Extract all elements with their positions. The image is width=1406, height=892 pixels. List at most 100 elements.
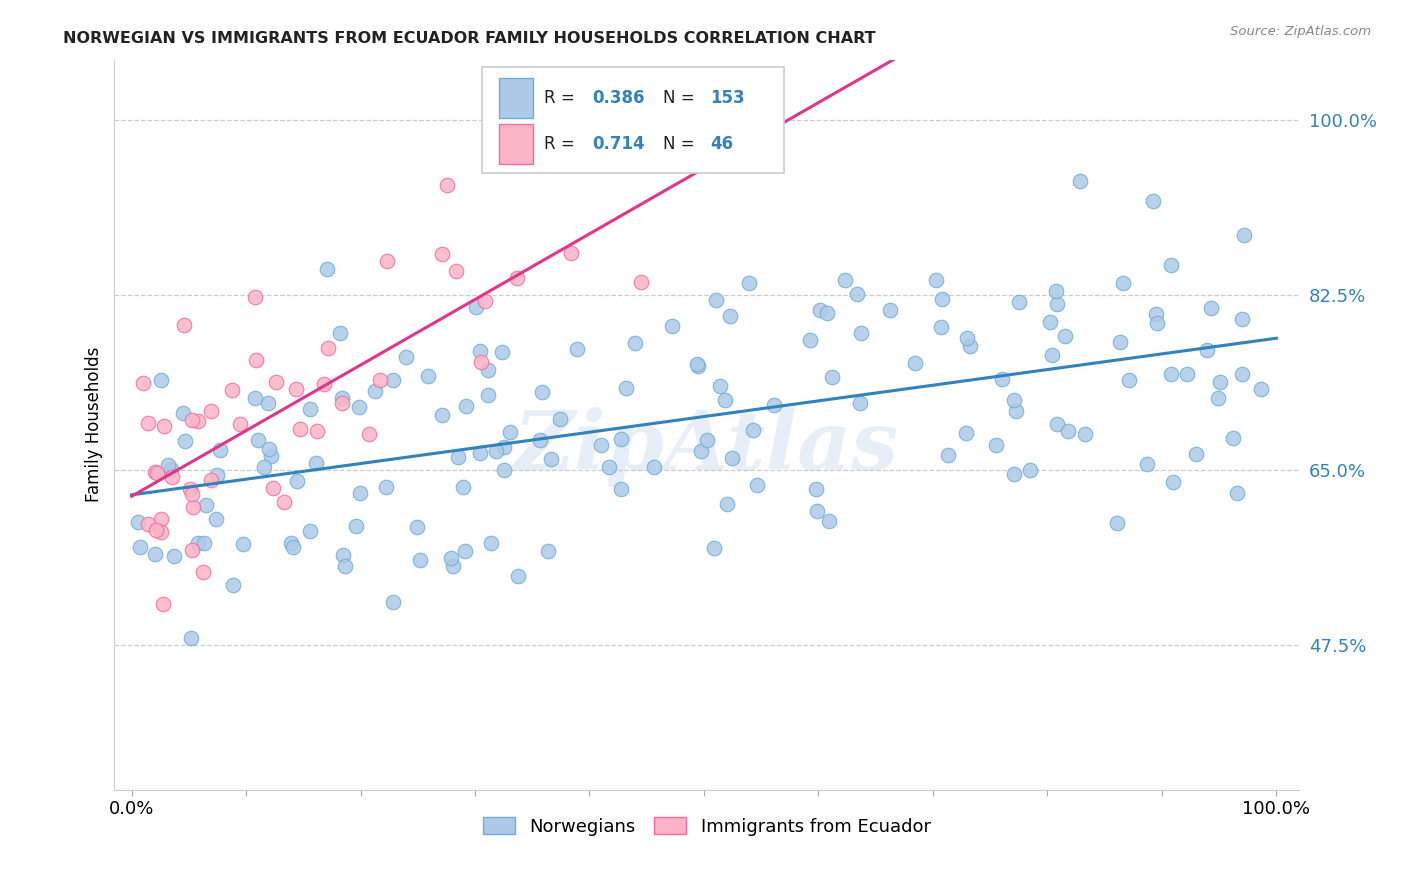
- Point: [375, 254, 398, 268]
- Point: [1040, 348, 1063, 362]
- Point: [266, 376, 288, 390]
- Point: [315, 262, 337, 277]
- Point: [1054, 328, 1077, 343]
- Point: [591, 438, 613, 452]
- Point: [1004, 467, 1026, 482]
- Point: [1118, 374, 1140, 388]
- Point: [721, 450, 744, 465]
- Point: [1175, 367, 1198, 381]
- Point: [1008, 294, 1031, 309]
- Point: [703, 541, 725, 556]
- Text: 0.386: 0.386: [592, 89, 644, 107]
- Point: [1004, 404, 1026, 418]
- Point: [349, 486, 371, 500]
- Point: [359, 427, 381, 442]
- Point: [470, 354, 492, 368]
- Point: [172, 406, 194, 420]
- Point: [381, 373, 404, 387]
- Point: [312, 376, 335, 391]
- Point: [1112, 276, 1135, 290]
- Point: [929, 319, 952, 334]
- Point: [150, 524, 173, 539]
- Text: 0.714: 0.714: [592, 135, 644, 153]
- Point: [492, 440, 515, 454]
- Point: [465, 300, 488, 314]
- Point: [808, 303, 831, 318]
- Point: [180, 413, 202, 427]
- Point: [849, 396, 872, 410]
- Point: [368, 373, 391, 387]
- Point: [195, 498, 218, 512]
- Point: [477, 362, 499, 376]
- Text: 46: 46: [710, 135, 734, 153]
- Point: [179, 631, 201, 645]
- Point: [160, 470, 183, 484]
- Point: [630, 276, 652, 290]
- Point: [229, 417, 252, 431]
- Point: [181, 486, 204, 500]
- Point: [1197, 343, 1219, 357]
- Point: [499, 425, 522, 440]
- Point: [299, 524, 322, 538]
- Point: [430, 247, 453, 261]
- Point: [565, 342, 588, 356]
- Point: [333, 559, 356, 574]
- Point: [492, 463, 515, 477]
- Point: [262, 481, 284, 495]
- Point: [156, 458, 179, 473]
- Point: [763, 398, 786, 412]
- Point: [609, 482, 631, 496]
- Point: [738, 276, 761, 290]
- Point: [153, 418, 176, 433]
- Text: R =: R =: [544, 135, 581, 153]
- Point: [741, 423, 763, 437]
- Point: [1250, 382, 1272, 396]
- FancyBboxPatch shape: [482, 67, 783, 173]
- Point: [205, 468, 228, 483]
- Point: [316, 342, 339, 356]
- Point: [253, 459, 276, 474]
- Point: [959, 339, 981, 353]
- Point: [454, 543, 477, 558]
- Point: [451, 480, 474, 494]
- Text: NORWEGIAN VS IMMIGRANTS FROM ECUADOR FAMILY HOUSEHOLDS CORRELATION CHART: NORWEGIAN VS IMMIGRANTS FROM ECUADOR FAM…: [63, 31, 876, 46]
- Point: [127, 515, 149, 529]
- Point: [598, 460, 620, 475]
- Point: [718, 310, 741, 324]
- Point: [257, 442, 280, 456]
- Point: [454, 399, 477, 413]
- Point: [1160, 259, 1182, 273]
- Point: [477, 388, 499, 402]
- FancyBboxPatch shape: [499, 78, 533, 119]
- Point: [1160, 367, 1182, 381]
- Point: [1073, 426, 1095, 441]
- Point: [1039, 314, 1062, 328]
- Point: [925, 273, 948, 287]
- Point: [1105, 516, 1128, 530]
- Point: [1222, 431, 1244, 445]
- Point: [815, 306, 838, 320]
- Point: [1142, 194, 1164, 208]
- Point: [180, 543, 202, 558]
- Point: [936, 449, 959, 463]
- Point: [1057, 425, 1080, 439]
- Point: [330, 391, 353, 405]
- Point: [643, 460, 665, 475]
- Point: [506, 569, 529, 583]
- Point: [696, 433, 718, 447]
- Point: [481, 535, 503, 549]
- Point: [136, 516, 159, 531]
- Point: [409, 552, 432, 566]
- Point: [439, 551, 461, 566]
- Point: [747, 478, 769, 492]
- Point: [610, 432, 633, 446]
- Point: [441, 559, 464, 574]
- Point: [661, 319, 683, 334]
- Point: [257, 396, 280, 410]
- Point: [614, 381, 637, 395]
- Point: [1019, 462, 1042, 476]
- Point: [624, 335, 647, 350]
- Point: [200, 403, 222, 417]
- Point: [799, 333, 821, 347]
- Point: [305, 456, 328, 470]
